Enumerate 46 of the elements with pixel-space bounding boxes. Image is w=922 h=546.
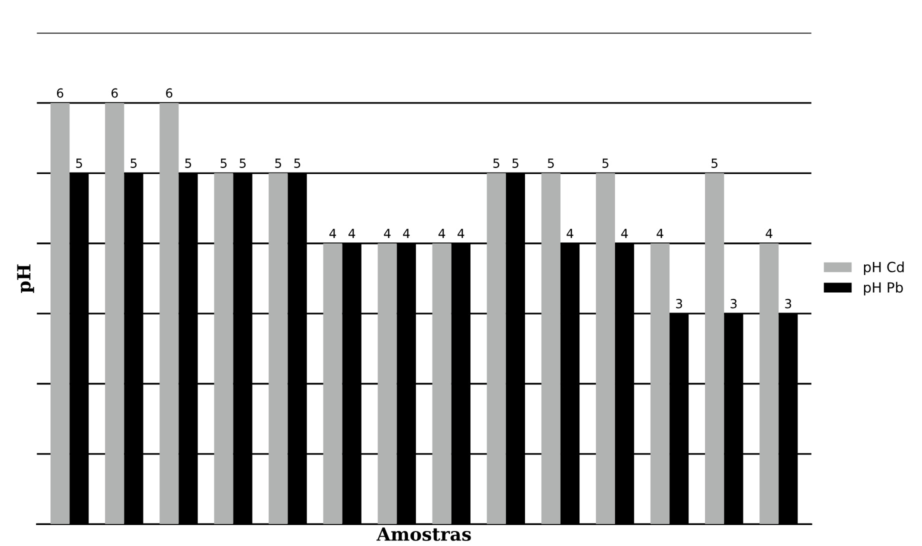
bar (432, 243, 452, 524)
x-axis-title: Amostras (376, 527, 471, 541)
data-label: 3 (785, 298, 792, 308)
bar (541, 173, 560, 524)
data-label: 4 (621, 228, 628, 238)
data-label: 5 (548, 158, 554, 168)
data-label: 5 (712, 158, 718, 168)
bar (596, 173, 616, 524)
data-label: 4 (458, 228, 464, 238)
data-label: 4 (403, 228, 410, 238)
bar (486, 173, 506, 524)
data-label: 5 (76, 158, 82, 168)
data-label: 5 (220, 158, 227, 168)
data-label: 4 (348, 228, 356, 238)
data-label: 3 (676, 298, 682, 308)
data-label: 5 (493, 158, 500, 168)
data-label: 6 (166, 88, 172, 98)
bar (50, 102, 70, 524)
data-label: 4 (766, 228, 772, 238)
data-label: 5 (294, 158, 300, 168)
data-label: 5 (275, 158, 282, 168)
data-label: 5 (185, 158, 192, 168)
bar (105, 102, 124, 524)
bar (760, 243, 779, 524)
legend-label: pH Pb (864, 282, 903, 296)
bar (160, 102, 179, 524)
bar (214, 173, 234, 524)
data-label: 5 (512, 158, 518, 168)
data-label: 6 (111, 88, 118, 98)
data-label: 5 (240, 158, 246, 168)
y-axis-title: pH (17, 264, 34, 293)
data-label: 5 (602, 158, 608, 168)
data-label: 6 (56, 88, 64, 98)
legend-label: pH Cd (864, 262, 904, 275)
data-label: 4 (329, 228, 336, 238)
bar (323, 243, 342, 524)
bar (268, 173, 288, 524)
data-label: 4 (438, 228, 446, 238)
data-label: 4 (384, 228, 391, 238)
bar (378, 243, 397, 524)
data-label: 3 (730, 298, 737, 308)
bar (650, 243, 670, 524)
bar (705, 173, 724, 524)
data-label: 4 (656, 228, 664, 238)
data-label: 5 (130, 158, 137, 168)
data-label: 4 (566, 228, 574, 238)
